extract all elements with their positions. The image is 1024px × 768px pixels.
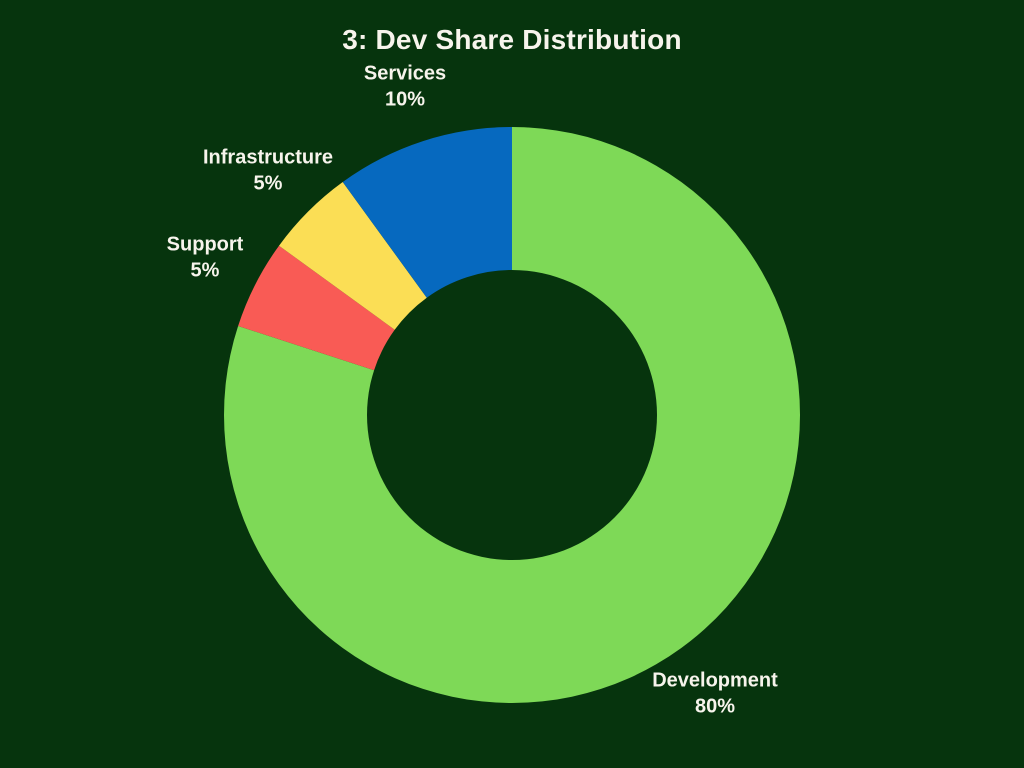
segment-name-text: Infrastructure	[202, 146, 334, 169]
pie-segment-development	[224, 126, 801, 703]
segment-pct-text: 5%	[253, 173, 283, 195]
segment-name-text: Support	[166, 233, 244, 256]
segment-pct-text: 10%	[384, 89, 426, 111]
segment-label-development: Development 80%	[652, 668, 778, 721]
pie-segment-support	[238, 245, 395, 371]
segment-pct-text: 80%	[694, 696, 736, 718]
segment-name-text: Development	[652, 669, 778, 692]
segment-pct-text: 5%	[190, 260, 220, 282]
segment-label-support: Support 5%	[167, 232, 244, 285]
pie-segment-infrastructure	[279, 182, 427, 330]
segment-label-services: Services 10%	[364, 61, 446, 114]
segment-name-text: Services	[363, 62, 447, 85]
segment-label-infrastructure: Infrastructure 5%	[203, 145, 333, 198]
chart-title: 3: Dev Share Distribution	[342, 24, 682, 55]
pie-segment-services	[342, 127, 512, 298]
